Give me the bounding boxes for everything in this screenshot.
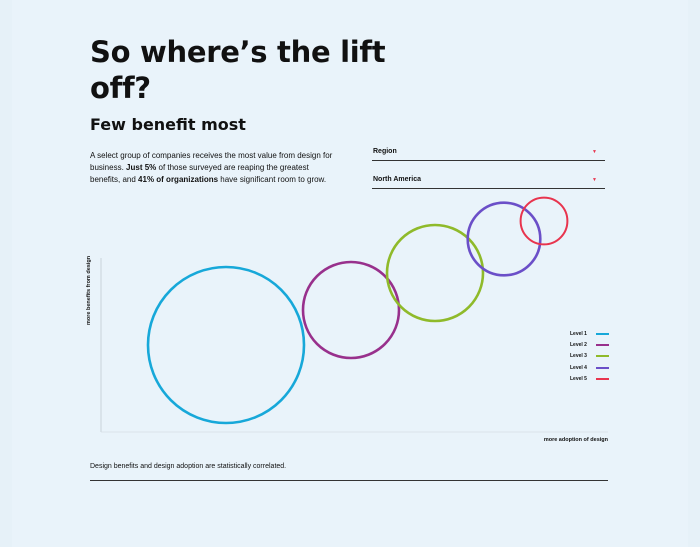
footnote: Design benefits and design adoption are … [90,463,287,470]
legend-swatch [596,333,609,335]
legend-label: Level 1 [570,331,587,337]
bubble-level-1[interactable] [146,265,306,425]
description-bold-2: 41% of organizations [138,175,219,184]
chart-legend: Level 1 Level 2 Level 3 Level 4 Level 5 [570,330,610,386]
description-text-1: A select group of companies receives the… [90,151,333,172]
description-bold-1: Just 5% [126,163,157,172]
region-select[interactable]: Region ▼ [372,148,605,161]
country-select-value: North America [373,176,421,183]
legend-label: Level 4 [570,364,587,371]
country-select[interactable]: North America ▼ [372,176,605,189]
caret-down-icon: ▼ [592,177,597,183]
legend-label: Level 3 [570,353,587,360]
legend-swatch [596,355,609,358]
y-axis-label: more benefits from design [86,255,92,325]
caret-down-icon: ▼ [592,149,597,155]
legend-label: Level 5 [570,375,587,382]
page-title: So where’s the lift off? [90,35,386,105]
legend-label: Level 2 [570,342,587,349]
legend-swatch [596,377,609,380]
legend-swatch [596,366,609,369]
legend-item-level-4[interactable]: Level 4 [570,364,610,375]
legend-item-level-3[interactable]: Level 3 [570,352,610,363]
x-axis-label: more adoption of design [543,437,608,443]
description-text-2: of those surveyed are reaping the greate… [90,163,309,184]
legend-swatch [596,344,609,347]
region-select-label: Region [373,148,397,155]
legend-item-level-2[interactable]: Level 2 [570,341,610,352]
description-text-3: have significant room to grow. [218,175,327,184]
chart-card [12,0,688,547]
description: A select group of companies receives the… [90,150,340,186]
bubble-level-2[interactable] [301,260,401,360]
divider [90,480,608,481]
legend-item-level-5[interactable]: Level 5 [570,375,610,386]
page-subtitle: Few benefit most [90,115,246,134]
bubble-level-4[interactable] [466,201,542,277]
legend-item-level-1[interactable]: Level 1 [570,330,610,341]
bubble-level-3[interactable] [385,223,485,323]
bubble-level-5[interactable] [519,196,569,246]
